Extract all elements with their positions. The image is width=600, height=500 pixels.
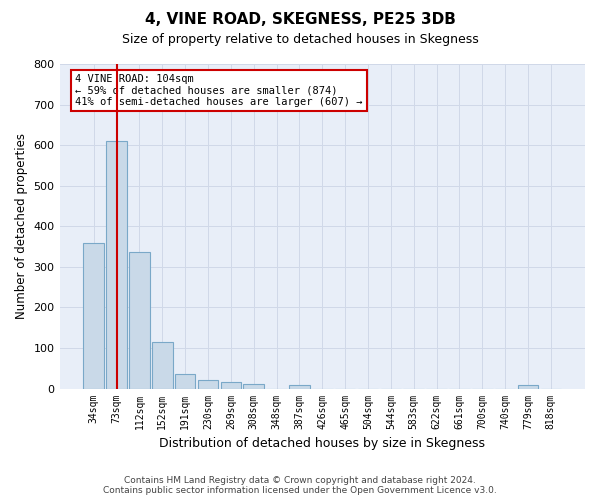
- Bar: [289, 386, 310, 388]
- Bar: [129, 252, 150, 388]
- X-axis label: Distribution of detached houses by size in Skegness: Distribution of detached houses by size …: [159, 437, 485, 450]
- Text: 4 VINE ROAD: 104sqm
← 59% of detached houses are smaller (874)
41% of semi-detac: 4 VINE ROAD: 104sqm ← 59% of detached ho…: [76, 74, 363, 107]
- Bar: [518, 386, 538, 388]
- Text: 4, VINE ROAD, SKEGNESS, PE25 3DB: 4, VINE ROAD, SKEGNESS, PE25 3DB: [145, 12, 455, 28]
- Text: Contains HM Land Registry data © Crown copyright and database right 2024.
Contai: Contains HM Land Registry data © Crown c…: [103, 476, 497, 495]
- Bar: [106, 140, 127, 388]
- Text: Size of property relative to detached houses in Skegness: Size of property relative to detached ho…: [122, 32, 478, 46]
- Bar: [152, 342, 173, 388]
- Bar: [221, 382, 241, 388]
- Bar: [83, 244, 104, 388]
- Bar: [175, 374, 196, 388]
- Bar: [198, 380, 218, 388]
- Bar: [244, 384, 264, 388]
- Y-axis label: Number of detached properties: Number of detached properties: [15, 134, 28, 320]
